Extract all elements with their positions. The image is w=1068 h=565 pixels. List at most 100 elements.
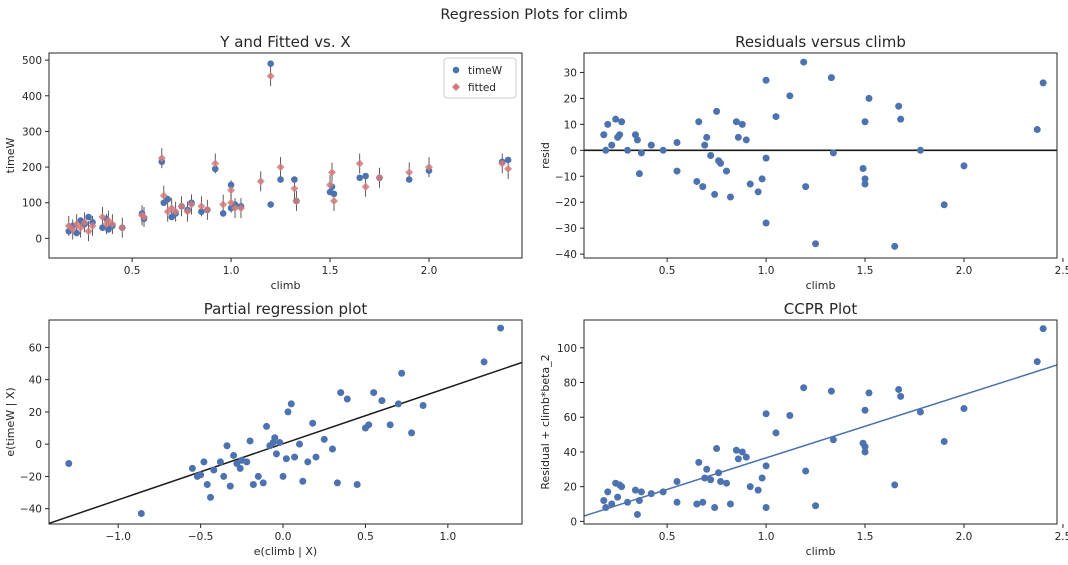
data-point-fitted <box>211 159 220 168</box>
data-point <box>647 141 655 149</box>
data-point <box>695 458 703 466</box>
data-point <box>631 486 639 494</box>
data-point <box>800 58 808 66</box>
data-point <box>633 510 641 518</box>
data-point <box>635 497 643 505</box>
y-tick-label: 200 <box>22 162 42 174</box>
data-point <box>746 180 754 188</box>
data-point-fitted <box>197 202 206 211</box>
y-tick-label: 20 <box>564 482 577 494</box>
data-point-fitted <box>108 220 117 229</box>
data-point-fitted <box>219 200 228 209</box>
data-point-fitted <box>361 182 370 191</box>
legend-label-fitted: fitted <box>468 82 496 94</box>
data-point <box>365 421 373 429</box>
data-point <box>738 448 746 456</box>
data-point-timeW <box>267 60 274 67</box>
data-point <box>398 369 406 377</box>
data-point <box>859 164 867 172</box>
data-point <box>715 469 723 477</box>
data-point <box>188 464 196 472</box>
data-point <box>865 94 873 102</box>
data-point <box>960 405 968 413</box>
data-point-timeW <box>504 156 512 164</box>
data-point <box>701 141 709 149</box>
data-point-fitted <box>266 72 275 81</box>
data-point-fitted <box>424 163 433 172</box>
subplot-title: Residuals versus climb <box>735 33 906 51</box>
data-point <box>299 477 307 485</box>
data-point-fitted <box>292 196 301 205</box>
data-point <box>246 437 254 445</box>
data-point <box>861 118 869 126</box>
data-point-fitted <box>227 186 236 195</box>
data-point-timeW <box>277 176 284 183</box>
data-point <box>786 411 794 419</box>
data-point <box>891 481 899 489</box>
data-point <box>1039 79 1047 87</box>
legend-label-timeW: timeW <box>468 65 503 77</box>
y-axis-label: timeW <box>4 138 17 174</box>
data-point <box>758 175 766 183</box>
data-point <box>633 136 641 144</box>
y-tick-label: 0 <box>570 145 577 157</box>
data-point <box>635 170 643 178</box>
data-point <box>600 131 608 139</box>
data-point <box>726 193 734 201</box>
x-tick-label: 2.0 <box>956 265 973 277</box>
x-axis-label: climb <box>806 279 836 292</box>
data-point <box>408 429 416 437</box>
data-point-fitted <box>118 223 127 232</box>
data-point <box>827 74 835 82</box>
data-point-timeW <box>211 165 219 173</box>
data-point <box>328 445 336 453</box>
data-point <box>802 467 810 475</box>
data-point <box>612 115 620 123</box>
data-point <box>394 400 402 408</box>
y-tick-label: 0 <box>570 516 577 528</box>
y-tick-label: 30 <box>564 67 577 79</box>
data-point <box>226 482 234 490</box>
data-point <box>343 395 351 403</box>
data-point <box>827 387 835 395</box>
data-point <box>254 472 262 480</box>
data-point <box>722 167 730 175</box>
data-point-timeW <box>267 201 274 208</box>
y-tick-label: 40 <box>29 375 42 387</box>
data-point <box>378 397 386 405</box>
data-point <box>271 434 279 442</box>
data-point <box>861 443 869 451</box>
y-tick-label: −20 <box>20 471 42 483</box>
data-point-timeW <box>405 176 413 183</box>
x-tick-label: 0.5 <box>124 265 141 277</box>
data-point-timeW <box>219 210 227 217</box>
data-point <box>703 133 711 141</box>
data-point <box>742 453 750 461</box>
data-point <box>673 498 681 506</box>
data-point-fitted <box>276 163 285 172</box>
data-point <box>754 188 762 196</box>
data-point-fitted <box>139 213 148 221</box>
data-point <box>916 146 924 154</box>
data-point <box>249 480 257 488</box>
y-tick-label: 0 <box>35 439 42 451</box>
y-tick-label: 40 <box>564 447 577 459</box>
data-point <box>659 488 667 496</box>
data-point <box>1033 126 1041 134</box>
data-point <box>637 149 645 157</box>
data-point-fitted <box>98 213 107 221</box>
data-point <box>772 113 780 121</box>
data-point <box>717 477 725 485</box>
data-point <box>707 476 715 484</box>
data-point-fitted <box>84 227 93 236</box>
figure-title: Regression Plots for climb <box>440 7 627 23</box>
data-point <box>312 453 320 461</box>
data-point <box>746 483 754 491</box>
data-point-fitted <box>329 196 338 205</box>
subplot-title: Partial regression plot <box>204 300 368 318</box>
x-tick-label: −1.0 <box>105 531 131 543</box>
y-tick-label: 20 <box>564 93 577 105</box>
x-tick-label: 0.0 <box>275 531 292 543</box>
data-point <box>711 504 719 512</box>
data-point <box>1033 358 1041 366</box>
